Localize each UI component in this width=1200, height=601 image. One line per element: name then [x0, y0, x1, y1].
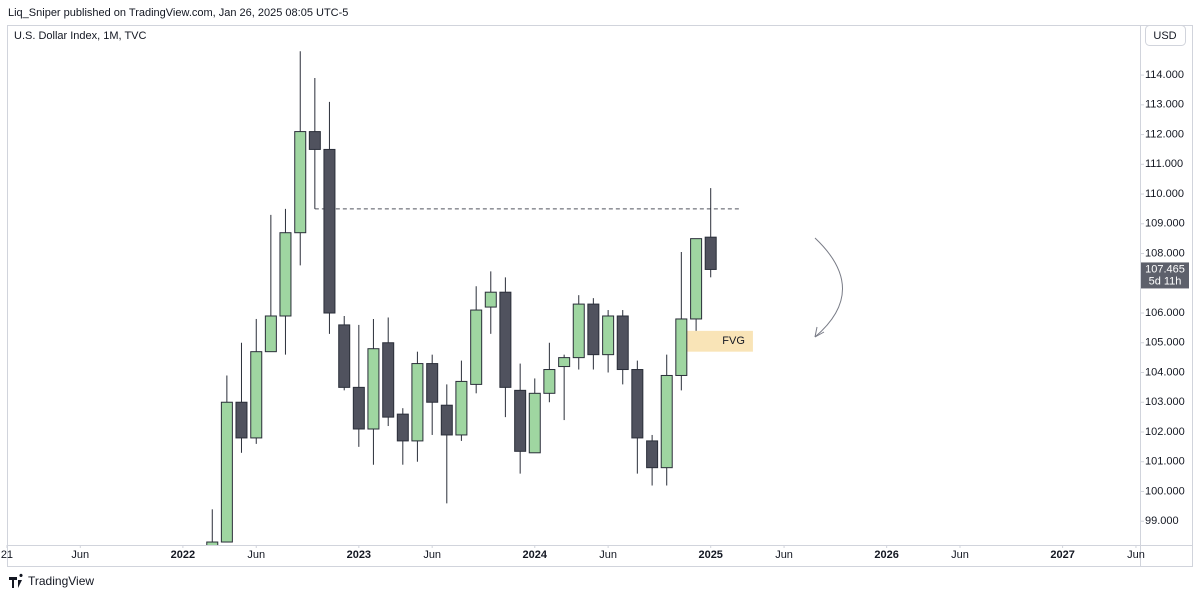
x-tick-label: 21 [1, 549, 13, 561]
brand-logo [9, 573, 23, 588]
y-tick-label: 100.000 [1145, 485, 1185, 497]
arrow-curve [814, 237, 843, 338]
x-tick-label: Jun [247, 549, 265, 561]
x-tick-label: Jun [775, 549, 793, 561]
candle-body [587, 303, 600, 356]
x-tick-label: 2026 [874, 549, 898, 561]
candle-body [338, 324, 351, 388]
candle-body [440, 404, 453, 436]
candle-body [660, 374, 673, 469]
candle-body [411, 363, 424, 442]
chart-title: U.S. Dollar Index, 1M, TVC [14, 30, 147, 42]
candle-body [367, 348, 380, 430]
countdown-label: 5d 11h [1149, 275, 1182, 287]
x-tick-label: Jun [951, 549, 969, 561]
y-tick-label: 103.000 [1145, 396, 1185, 408]
candle-body [220, 401, 233, 543]
fvg-zone [681, 330, 753, 352]
candle-body [382, 342, 395, 418]
y-tick-label: 102.000 [1145, 426, 1185, 438]
candle-body [426, 363, 439, 403]
candle-body [484, 291, 497, 308]
candle-body [572, 303, 585, 359]
candle-body [704, 236, 717, 270]
y-tick-label: 99.000 [1145, 515, 1179, 527]
candle-body [294, 131, 307, 234]
candle-body [616, 315, 629, 371]
x-tick-label: 2027 [1050, 549, 1074, 561]
candle-body [352, 386, 365, 430]
candle-body [323, 148, 336, 314]
candle-body [206, 541, 219, 545]
y-tick-label: 105.000 [1145, 337, 1185, 349]
currency-button[interactable] [1145, 25, 1186, 46]
plot-area [206, 51, 753, 545]
candle-body [646, 440, 659, 469]
candle-body [455, 380, 468, 436]
candle-body [499, 291, 512, 388]
last-price-box [1141, 262, 1189, 289]
y-tick-label: 112.000 [1145, 128, 1184, 140]
candle-body [264, 315, 277, 353]
candle-body [396, 413, 409, 442]
currency-label: USD [1153, 30, 1176, 42]
x-tick-label: 2022 [171, 549, 195, 561]
y-tick-label: 101.000 [1145, 456, 1185, 468]
y-tick-label: 104.000 [1145, 366, 1185, 378]
fvg-label: FVG [722, 335, 745, 347]
y-tick-label: 113.000 [1145, 99, 1184, 111]
candle-body [543, 369, 556, 394]
candle-body [308, 131, 321, 150]
candle-body [514, 389, 527, 452]
header-text: Liq_Sniper published on TradingView.com,… [8, 7, 348, 19]
candle-body [690, 238, 703, 320]
y-tick-label: 109.000 [1145, 218, 1185, 230]
candle-body [675, 318, 688, 376]
y-tick-label: 108.000 [1145, 247, 1185, 259]
brand-name: TradingView [28, 574, 94, 588]
y-tick-label: 111.000 [1145, 158, 1183, 170]
candle-body [235, 401, 248, 439]
x-tick-label: 2023 [347, 549, 371, 561]
candle-body [279, 232, 292, 317]
y-tick-label: 106.000 [1145, 307, 1185, 319]
candle-body [631, 369, 644, 439]
x-tick-label: Jun [71, 549, 89, 561]
x-tick-label: 2025 [698, 549, 722, 561]
footer: TradingView [9, 573, 94, 588]
candle-body [470, 309, 483, 385]
candle-body [602, 315, 615, 356]
candle-body [250, 351, 263, 439]
candle-body [528, 392, 541, 454]
x-tick-label: Jun [599, 549, 617, 561]
y-tick-label: 110.000 [1145, 188, 1184, 200]
arrow-head [814, 326, 825, 338]
candle-body [558, 357, 571, 368]
x-tick-label: 2024 [523, 549, 548, 561]
frame [7, 25, 1193, 567]
x-tick-label: Jun [423, 549, 441, 561]
y-tick-label: 114.000 [1145, 69, 1184, 81]
x-tick-label: Jun [1127, 549, 1145, 561]
last-price-label: 107.465 [1145, 263, 1185, 275]
